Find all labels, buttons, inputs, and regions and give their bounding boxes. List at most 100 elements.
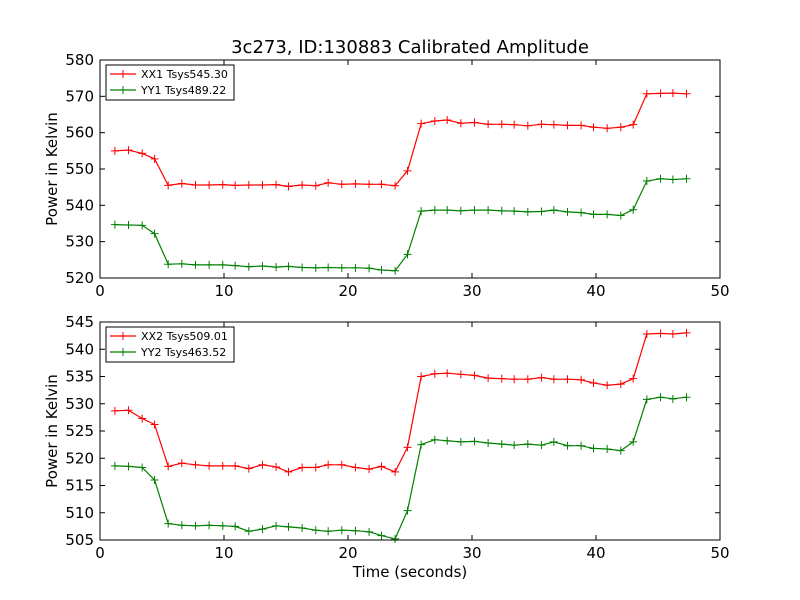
y-tick-label: 535 [65,368,94,386]
data-point [497,374,506,383]
data-point [337,180,346,189]
data-point [311,181,320,190]
data-point [391,534,400,543]
data-point [577,121,586,130]
data-point [430,369,439,378]
x-tick-label: 50 [710,544,729,562]
data-point [656,329,665,338]
y-tick-label: 515 [65,477,94,495]
data-point [124,146,133,155]
y-tick-label: 545 [65,313,94,331]
data-point [298,180,307,189]
y-tick-label: 510 [65,504,94,522]
data-point [272,263,281,272]
data-point [642,89,651,98]
data-point [191,460,200,469]
data-point [549,120,558,129]
data-point [138,221,147,230]
data-point [205,521,214,530]
figure-title: 3c273, ID:130883 Calibrated Amplitude [231,37,589,58]
data-point [537,120,546,129]
data-point [656,393,665,402]
data-point [377,180,386,189]
legend-label: YY1 Tsys489.22 [140,84,226,97]
data-point [244,464,253,473]
data-point [150,420,159,429]
y-tick-label: 580 [65,51,94,69]
data-point [218,461,227,470]
data-point [589,210,598,219]
data-point [365,264,374,273]
legend-marker [119,348,127,356]
data-point [164,260,173,269]
y-tick-label: 530 [65,395,94,413]
x-tick-label: 10 [214,282,233,300]
data-point [563,375,572,384]
data-point [656,174,665,183]
data-point [244,527,253,536]
data-point [231,461,240,470]
data-point [403,506,412,515]
legend-marker [119,86,127,94]
data-point [164,462,173,471]
data-point [629,437,638,446]
data-point [337,460,346,469]
data-point [110,461,119,470]
data-point [218,180,227,189]
data-point [258,262,267,271]
data-point [549,437,558,446]
data-point [138,463,147,472]
data-point [258,460,267,469]
data-point [403,250,412,259]
data-point [629,120,638,129]
data-point [417,372,426,381]
data-point [523,207,532,216]
data-point [284,522,293,531]
y-axis-label: Power in Kelvin [43,112,61,226]
data-point [205,180,214,189]
x-tick-label: 0 [95,282,105,300]
data-point [311,463,320,472]
data-point [443,436,452,445]
data-point [537,441,546,450]
data-point [668,89,677,98]
data-point [470,437,479,446]
data-point [656,89,665,98]
data-point [616,446,625,455]
legend-box [105,326,235,363]
data-point [417,207,426,216]
data-point [443,369,452,378]
x-tick-label: 20 [338,282,357,300]
data-point [324,178,333,187]
data-point [484,206,493,215]
legend-box [105,64,235,101]
data-point [272,521,281,530]
data-point [110,146,119,155]
data-point [391,181,400,190]
chart-2: 0 10 20 30 40 50 505 510 515 520 525 530 535 540 545 Po… [43,313,730,581]
y-tick-label: 520 [65,269,94,287]
data-point [577,375,586,384]
data-point [124,220,133,229]
data-point [337,263,346,272]
data-point [377,531,386,540]
y-tick-label: 550 [65,160,94,178]
x-tick-label: 40 [586,544,605,562]
data-point [510,375,519,384]
data-point [484,374,493,383]
data-point [603,444,612,453]
data-point [668,394,677,403]
y-tick-label: 570 [65,87,94,105]
data-point [324,460,333,469]
data-point [523,121,532,130]
data-point [470,118,479,127]
data-point [272,180,281,189]
data-point [603,381,612,390]
data-point [191,260,200,269]
data-point [365,180,374,189]
data-point [443,115,452,124]
data-point [272,462,281,471]
data-point [430,435,439,444]
data-point [523,375,532,384]
